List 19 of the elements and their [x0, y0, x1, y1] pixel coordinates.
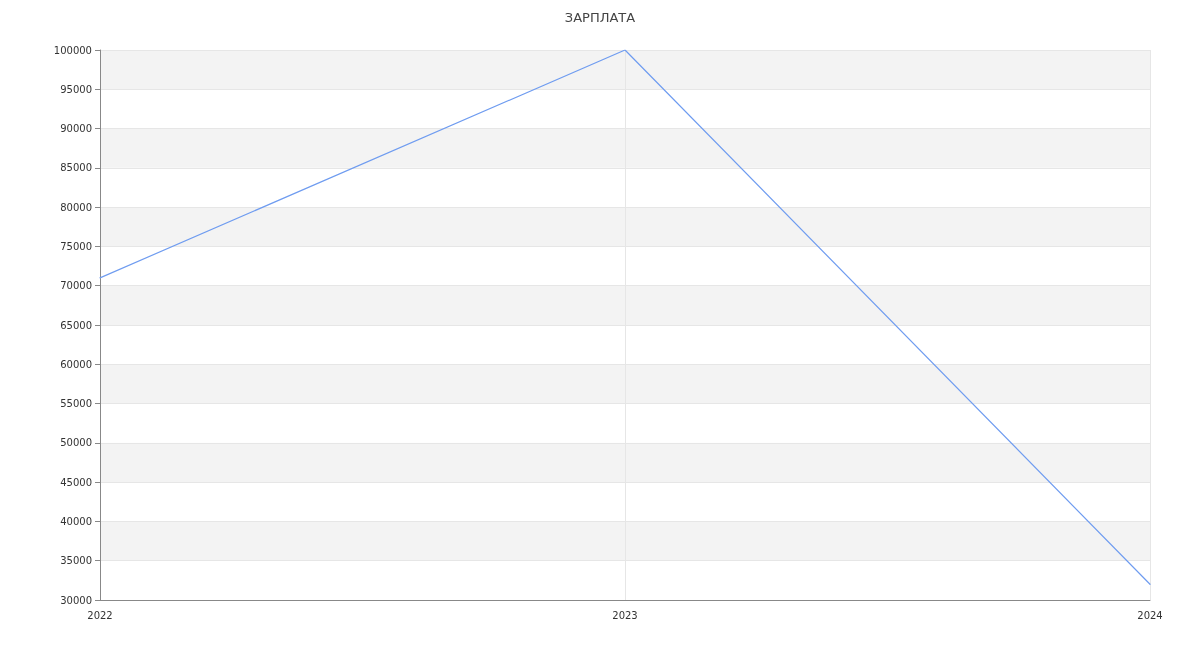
- y-tick-label: 100000: [53, 44, 92, 56]
- y-tick-label: 50000: [60, 437, 92, 449]
- y-tick-label: 85000: [60, 162, 92, 174]
- y-tick-label: 95000: [60, 83, 92, 95]
- y-tick-label: 45000: [60, 476, 92, 488]
- chart-title: ЗАРПЛАТА: [564, 10, 636, 25]
- y-tick-label: 80000: [60, 201, 92, 213]
- y-tick-label: 55000: [60, 398, 92, 410]
- y-tick-label: 70000: [60, 280, 92, 292]
- y-tick-label: 65000: [60, 319, 92, 331]
- x-tick-label: 2024: [1137, 609, 1163, 621]
- y-tick-label: 60000: [60, 358, 92, 370]
- y-tick-label: 40000: [60, 515, 92, 527]
- y-tick-label: 35000: [60, 555, 92, 567]
- x-tick-label: 2023: [612, 609, 638, 621]
- y-tick-label: 90000: [60, 123, 92, 135]
- x-tick-label: 2022: [87, 609, 113, 621]
- y-tick-label: 75000: [60, 240, 92, 252]
- y-tick-label: 30000: [60, 594, 92, 606]
